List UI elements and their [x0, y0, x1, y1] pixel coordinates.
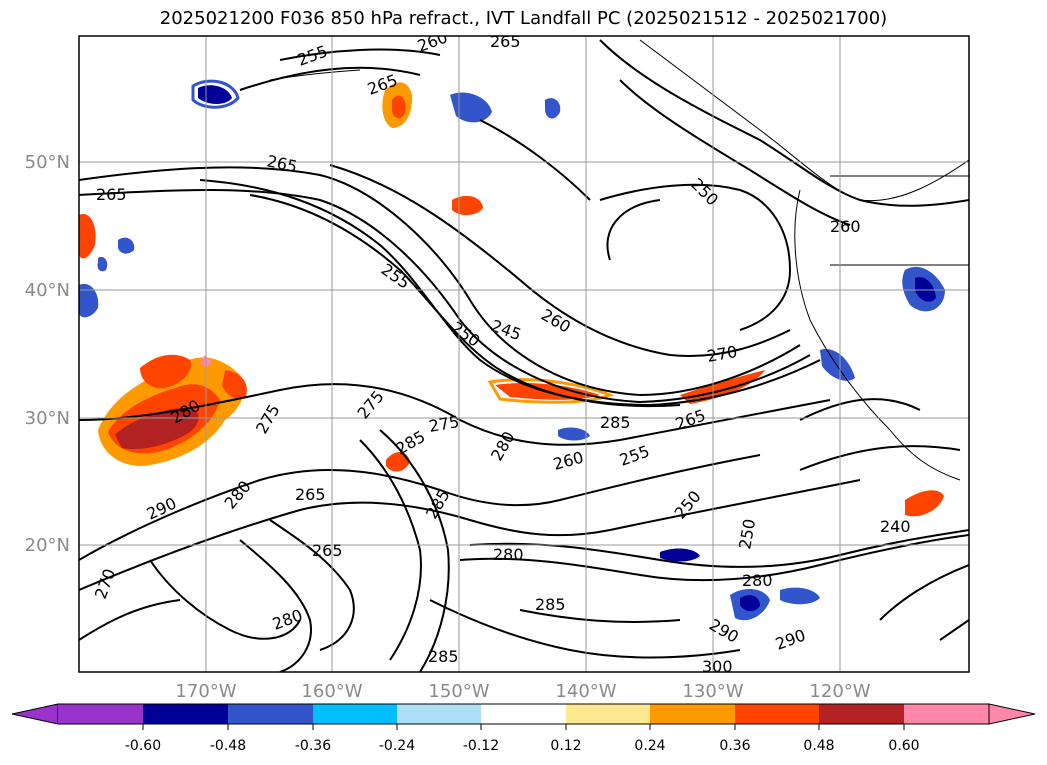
lon-label: 140°W [555, 681, 616, 702]
longitude-labels: 170°W 160°W 150°W 140°W 130°W 120°W [175, 681, 870, 702]
colorbar-segment [313, 704, 397, 724]
contour-label: 280 [742, 571, 773, 590]
lon-label: 160°W [301, 681, 362, 702]
colorbar-tick-label: 0.48 [803, 738, 834, 754]
lon-label: 150°W [428, 681, 489, 702]
lat-label: 50°N [25, 152, 70, 173]
colorbar-tick-label: 0.12 [550, 738, 581, 754]
contour-label: 265 [312, 541, 343, 560]
filled-anomalies [79, 79, 945, 621]
coastlines [269, 39, 969, 481]
refractivity-contours [79, 39, 969, 672]
lon-label: 130°W [682, 681, 743, 702]
contour-label: 285 [600, 413, 631, 432]
colorbar-tick-label: -0.24 [379, 738, 415, 754]
contour-label: 265 [490, 32, 521, 51]
contour-label: 265 [96, 185, 127, 204]
contour-label: 285 [535, 595, 566, 614]
lon-label: 120°W [809, 681, 870, 702]
map-title: 2025021200 F036 850 hPa refract., IVT La… [159, 8, 888, 29]
lat-label: 30°N [25, 408, 70, 429]
colorbar-tick-label: -0.60 [125, 738, 161, 754]
contour-label: 285 [428, 647, 459, 666]
colorbar-ticks [142, 724, 905, 730]
colorbar-extend-max [988, 703, 1036, 725]
lon-label: 170°W [175, 681, 236, 702]
colorbar-segment [228, 704, 313, 724]
colorbar-segment [819, 704, 904, 724]
colorbar-tick-label: 0.24 [634, 738, 665, 754]
colorbar-segment [58, 704, 143, 724]
graticule [79, 36, 969, 672]
colorbar-tick-label: -0.48 [210, 738, 246, 754]
colorbar-segment [481, 704, 566, 724]
contour-label: 265 [295, 485, 326, 504]
colorbar-segment [735, 704, 819, 724]
colorbar-segment [143, 704, 228, 724]
lat-label: 40°N [25, 280, 70, 301]
colorbar-tick-label: -0.36 [295, 738, 331, 754]
contour-label: 240 [880, 517, 911, 536]
colorbar-tick-label: 0.60 [888, 738, 919, 754]
colorbar-segment [904, 704, 989, 724]
latitude-labels: 50°N 40°N 30°N 20°N [25, 152, 70, 556]
contour-label: 260 [830, 217, 861, 236]
colorbar-extend-min [11, 703, 59, 725]
lat-label: 20°N [25, 535, 70, 556]
colorbar-tick-label: -0.12 [463, 738, 499, 754]
colorbar-segment [566, 704, 650, 724]
map-frame [78, 35, 970, 673]
colorbar-tick-label: 0.36 [719, 738, 750, 754]
colorbar: -0.60 -0.48 -0.36 -0.24 -0.12 0.12 0.24 … [11, 703, 1036, 754]
contour-label: 280 [493, 545, 524, 564]
contour-label: 300 [702, 657, 733, 676]
colorbar-segment [397, 704, 481, 724]
colorbar-segment [650, 704, 735, 724]
